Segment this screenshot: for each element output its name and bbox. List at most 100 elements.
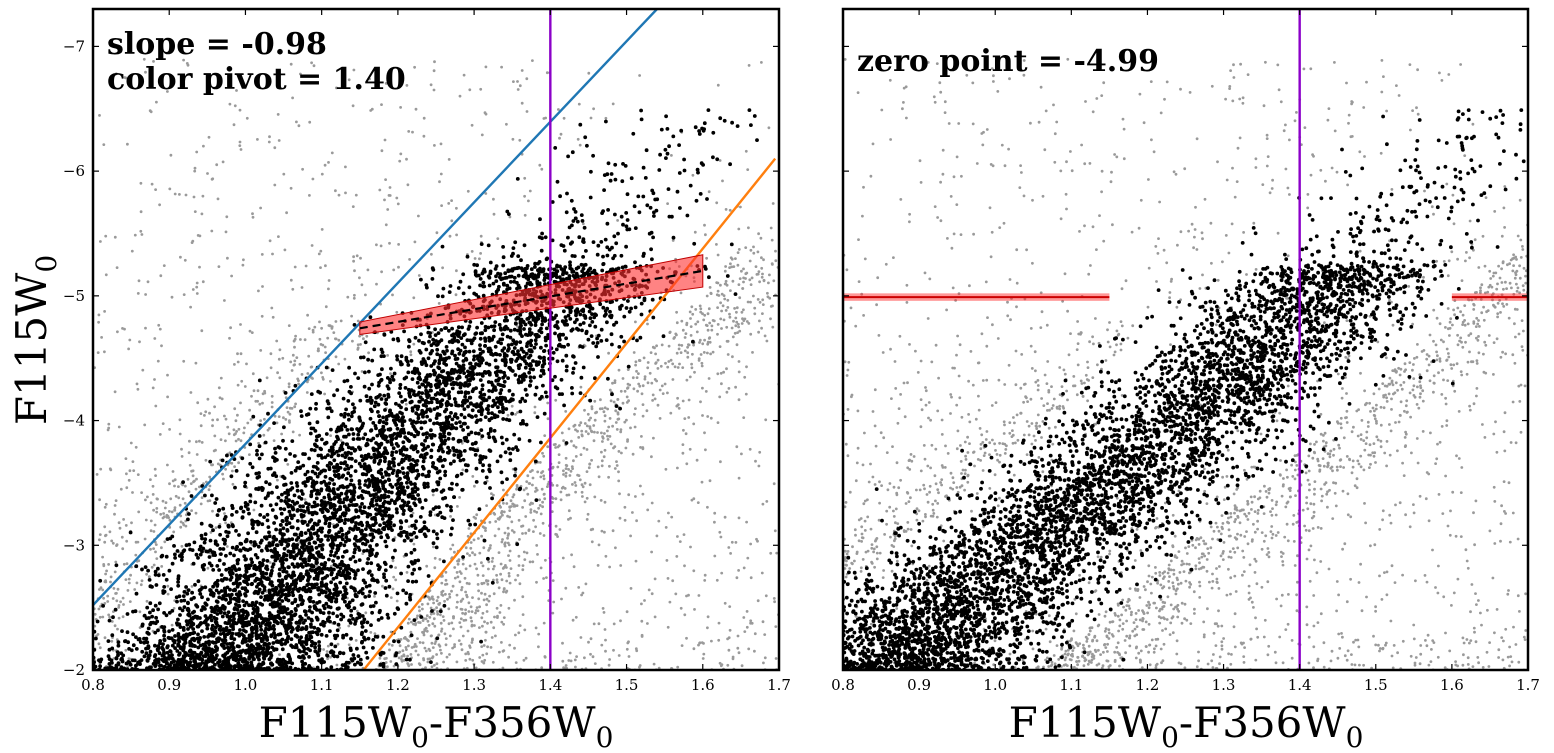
background-star bbox=[564, 410, 568, 413]
background-star bbox=[564, 474, 568, 478]
selected-star bbox=[301, 621, 306, 625]
selected-star bbox=[406, 370, 411, 375]
selected-star bbox=[329, 409, 334, 414]
background-star bbox=[659, 364, 663, 368]
background-star bbox=[389, 372, 392, 375]
background-star bbox=[28, 600, 31, 603]
selected-star bbox=[173, 556, 178, 560]
selected-star bbox=[417, 566, 422, 571]
background-star bbox=[480, 645, 484, 648]
selected-star bbox=[288, 665, 293, 670]
selected-star bbox=[479, 639, 483, 644]
selected-star bbox=[456, 325, 461, 330]
selected-star bbox=[318, 390, 322, 395]
background-star bbox=[436, 595, 440, 599]
selected-star bbox=[349, 613, 353, 618]
background-star bbox=[178, 418, 182, 422]
background-star bbox=[804, 268, 807, 271]
background-star bbox=[347, 624, 351, 628]
selected-star bbox=[206, 597, 210, 602]
background-star bbox=[726, 353, 730, 356]
background-star bbox=[76, 605, 79, 608]
background-star bbox=[629, 587, 633, 590]
background-star bbox=[473, 484, 476, 488]
background-star bbox=[320, 228, 324, 231]
selected-star bbox=[313, 429, 318, 433]
selected-star bbox=[606, 376, 610, 381]
background-star bbox=[149, 478, 152, 481]
background-star bbox=[492, 197, 495, 201]
background-star bbox=[704, 448, 707, 452]
background-star bbox=[435, 653, 438, 656]
selected-star bbox=[462, 415, 467, 420]
background-star bbox=[186, 63, 190, 67]
selected-star bbox=[142, 654, 147, 659]
background-star bbox=[554, 532, 558, 536]
background-star bbox=[154, 474, 158, 477]
background-star bbox=[139, 229, 143, 233]
background-star bbox=[760, 326, 763, 330]
selected-star bbox=[483, 343, 487, 348]
background-star bbox=[506, 526, 510, 530]
background-star bbox=[739, 205, 742, 209]
background-star bbox=[435, 599, 439, 603]
background-star bbox=[643, 599, 646, 602]
background-star bbox=[704, 390, 708, 393]
selected-star bbox=[360, 625, 365, 629]
background-star bbox=[240, 379, 244, 383]
selected-star bbox=[414, 411, 419, 416]
selected-star bbox=[315, 488, 320, 493]
background-star bbox=[417, 662, 421, 665]
selected-star bbox=[73, 648, 77, 652]
background-star bbox=[425, 564, 429, 568]
background-star bbox=[295, 120, 298, 124]
selected-star bbox=[605, 306, 610, 311]
background-star bbox=[223, 414, 226, 418]
background-star bbox=[522, 488, 526, 492]
background-star bbox=[514, 578, 517, 582]
background-star bbox=[724, 309, 728, 312]
background-star bbox=[768, 273, 771, 277]
background-star bbox=[170, 510, 174, 514]
background-star bbox=[287, 385, 291, 389]
background-star bbox=[660, 343, 664, 347]
background-star bbox=[482, 644, 486, 647]
background-star bbox=[459, 617, 463, 621]
background-star bbox=[364, 293, 367, 297]
background-star bbox=[233, 407, 237, 411]
background-star bbox=[211, 418, 215, 422]
background-star bbox=[89, 590, 92, 593]
background-star bbox=[703, 579, 707, 582]
background-star bbox=[177, 496, 181, 500]
selected-star bbox=[351, 483, 356, 488]
background-star bbox=[0, 668, 1, 671]
background-star bbox=[153, 467, 157, 471]
selected-star bbox=[540, 322, 544, 327]
background-star bbox=[466, 629, 470, 633]
background-star bbox=[521, 568, 525, 572]
background-star bbox=[671, 239, 675, 242]
selected-star bbox=[334, 440, 338, 444]
selected-star bbox=[254, 567, 259, 572]
selected-star bbox=[134, 635, 138, 639]
background-star bbox=[179, 520, 183, 524]
background-star bbox=[412, 645, 416, 649]
background-star bbox=[334, 355, 338, 359]
selected-star bbox=[533, 459, 538, 464]
background-star bbox=[362, 337, 365, 341]
background-star bbox=[484, 526, 487, 530]
background-star bbox=[742, 267, 745, 271]
selected-star bbox=[405, 471, 410, 476]
background-star bbox=[736, 634, 740, 638]
background-star bbox=[320, 326, 323, 330]
background-star bbox=[479, 252, 482, 255]
background-star bbox=[733, 307, 736, 310]
background-star bbox=[487, 567, 490, 571]
background-star bbox=[198, 485, 201, 489]
background-star bbox=[473, 562, 477, 566]
background-star bbox=[698, 641, 701, 645]
background-star bbox=[546, 482, 550, 486]
selected-star bbox=[434, 545, 439, 550]
selected-star bbox=[406, 564, 411, 569]
background-star bbox=[502, 488, 505, 492]
